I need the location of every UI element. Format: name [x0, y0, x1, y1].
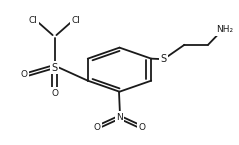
Text: Cl: Cl	[29, 16, 38, 25]
Text: O: O	[138, 123, 146, 132]
Text: S: S	[51, 62, 58, 72]
Text: S: S	[160, 54, 166, 64]
Text: O: O	[93, 123, 101, 132]
Text: Cl: Cl	[71, 16, 80, 25]
Text: N: N	[116, 113, 123, 122]
Text: O: O	[51, 89, 58, 98]
Text: O: O	[20, 70, 27, 79]
Text: NH₂: NH₂	[216, 25, 233, 34]
